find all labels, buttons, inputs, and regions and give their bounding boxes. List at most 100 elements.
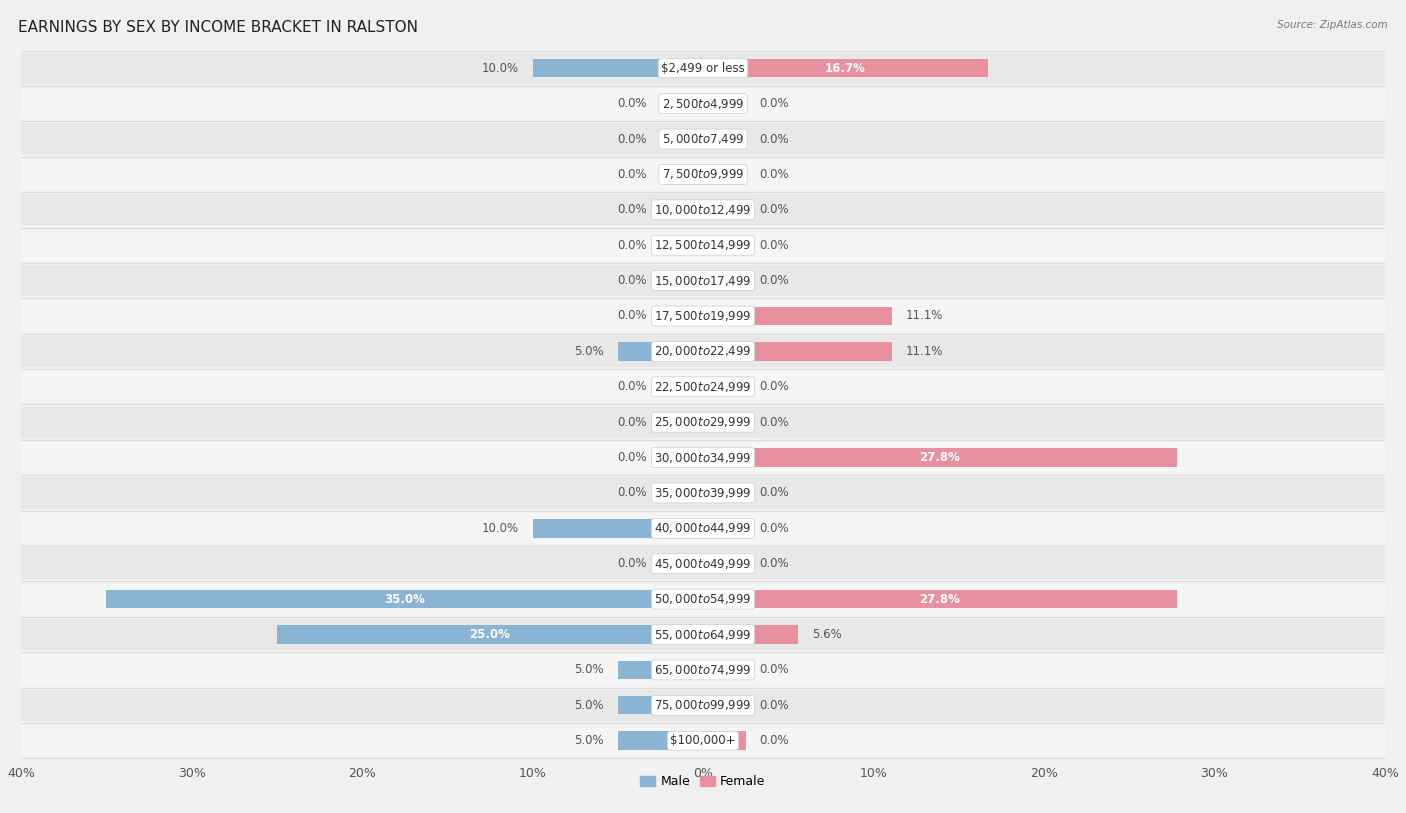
Text: 0.0%: 0.0% <box>759 380 789 393</box>
Bar <box>617 342 703 361</box>
Bar <box>661 377 703 396</box>
Text: $50,000 to $54,999: $50,000 to $54,999 <box>654 592 752 606</box>
Text: $7,500 to $9,999: $7,500 to $9,999 <box>662 167 744 181</box>
Bar <box>21 124 1385 154</box>
Bar <box>21 159 1385 190</box>
Text: 0.0%: 0.0% <box>759 203 789 216</box>
Text: 0.0%: 0.0% <box>759 699 789 712</box>
Bar <box>703 272 745 289</box>
Text: 27.8%: 27.8% <box>920 451 960 464</box>
Bar <box>703 165 745 184</box>
Bar <box>703 661 745 679</box>
Bar <box>21 442 1385 473</box>
Bar <box>21 53 1385 84</box>
Bar <box>21 725 1385 756</box>
Text: 0.0%: 0.0% <box>617 274 647 287</box>
Text: 0.0%: 0.0% <box>617 557 647 570</box>
Bar <box>703 625 799 644</box>
Bar <box>277 625 703 644</box>
Text: 0.0%: 0.0% <box>617 310 647 323</box>
Text: 25.0%: 25.0% <box>470 628 510 641</box>
Bar <box>703 732 745 750</box>
Bar <box>661 201 703 219</box>
Bar <box>703 59 987 77</box>
Bar <box>703 696 745 715</box>
Text: $35,000 to $39,999: $35,000 to $39,999 <box>654 486 752 500</box>
Text: 10.0%: 10.0% <box>482 522 519 535</box>
Bar <box>703 201 745 219</box>
Text: 0.0%: 0.0% <box>617 203 647 216</box>
Bar <box>21 265 1385 296</box>
Legend: Male, Female: Male, Female <box>636 770 770 793</box>
Text: EARNINGS BY SEX BY INCOME BRACKET IN RALSTON: EARNINGS BY SEX BY INCOME BRACKET IN RAL… <box>18 20 418 35</box>
Text: $17,500 to $19,999: $17,500 to $19,999 <box>654 309 752 323</box>
Text: 0.0%: 0.0% <box>759 274 789 287</box>
Text: 0.0%: 0.0% <box>759 415 789 428</box>
Bar <box>21 584 1385 615</box>
Bar <box>21 619 1385 650</box>
Text: $10,000 to $12,499: $10,000 to $12,499 <box>654 202 752 217</box>
Text: 0.0%: 0.0% <box>617 168 647 181</box>
Text: 0.0%: 0.0% <box>617 97 647 110</box>
Text: 11.1%: 11.1% <box>905 310 943 323</box>
Bar <box>703 448 1177 467</box>
Text: $100,000+: $100,000+ <box>671 734 735 747</box>
Bar <box>107 590 703 608</box>
Bar <box>617 732 703 750</box>
Bar <box>661 94 703 113</box>
Text: 10.0%: 10.0% <box>482 62 519 75</box>
Text: 0.0%: 0.0% <box>617 415 647 428</box>
Bar <box>661 484 703 502</box>
Bar <box>661 554 703 573</box>
Text: 0.0%: 0.0% <box>617 380 647 393</box>
Text: $45,000 to $49,999: $45,000 to $49,999 <box>654 557 752 571</box>
Text: 5.6%: 5.6% <box>813 628 842 641</box>
Bar <box>21 477 1385 508</box>
Bar <box>703 377 745 396</box>
Text: $2,500 to $4,999: $2,500 to $4,999 <box>662 97 744 111</box>
Text: 27.8%: 27.8% <box>920 593 960 606</box>
Bar <box>21 406 1385 437</box>
Bar <box>703 520 745 537</box>
Bar <box>703 554 745 573</box>
Bar <box>617 661 703 679</box>
Bar <box>703 130 745 148</box>
Bar <box>21 513 1385 544</box>
Bar <box>21 301 1385 332</box>
Text: $40,000 to $44,999: $40,000 to $44,999 <box>654 521 752 535</box>
Bar <box>21 689 1385 721</box>
Bar <box>703 94 745 113</box>
Text: 0.0%: 0.0% <box>759 133 789 146</box>
Text: 0.0%: 0.0% <box>759 663 789 676</box>
Text: $22,500 to $24,999: $22,500 to $24,999 <box>654 380 752 393</box>
Bar <box>21 194 1385 225</box>
Text: $5,000 to $7,499: $5,000 to $7,499 <box>662 132 744 146</box>
Text: Source: ZipAtlas.com: Source: ZipAtlas.com <box>1277 20 1388 30</box>
Text: 5.0%: 5.0% <box>575 663 605 676</box>
Text: 0.0%: 0.0% <box>617 451 647 464</box>
Text: 0.0%: 0.0% <box>759 734 789 747</box>
Text: 0.0%: 0.0% <box>617 239 647 252</box>
Bar <box>533 59 703 77</box>
Bar <box>21 229 1385 261</box>
Text: $65,000 to $74,999: $65,000 to $74,999 <box>654 663 752 677</box>
Bar <box>21 548 1385 580</box>
Text: $25,000 to $29,999: $25,000 to $29,999 <box>654 415 752 429</box>
Bar <box>661 130 703 148</box>
Bar <box>703 342 893 361</box>
Text: 0.0%: 0.0% <box>759 557 789 570</box>
Text: 16.7%: 16.7% <box>825 62 866 75</box>
Text: 5.0%: 5.0% <box>575 345 605 358</box>
Bar <box>21 372 1385 402</box>
Bar <box>703 484 745 502</box>
Bar <box>21 336 1385 367</box>
Bar <box>21 88 1385 120</box>
Bar <box>661 413 703 432</box>
Text: $75,000 to $99,999: $75,000 to $99,999 <box>654 698 752 712</box>
Text: 5.0%: 5.0% <box>575 734 605 747</box>
Bar <box>617 696 703 715</box>
Bar <box>533 520 703 537</box>
Bar <box>703 307 893 325</box>
Text: 0.0%: 0.0% <box>759 486 789 499</box>
Bar <box>661 165 703 184</box>
